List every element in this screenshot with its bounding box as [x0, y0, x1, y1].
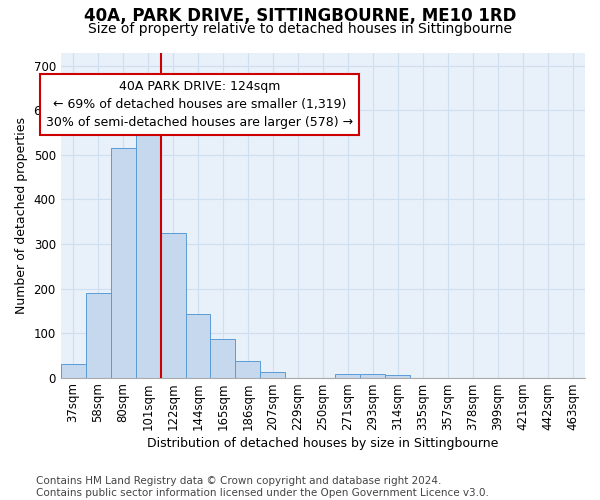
Bar: [61, 364, 86, 378]
Bar: [211, 339, 235, 378]
Bar: [260, 372, 286, 378]
Bar: [86, 293, 110, 378]
Bar: [185, 314, 211, 378]
Bar: [136, 128, 161, 378]
Bar: [235, 360, 260, 378]
X-axis label: Distribution of detached houses by size in Sittingbourne: Distribution of detached houses by size …: [147, 437, 499, 450]
Bar: [385, 376, 410, 378]
Bar: [335, 374, 360, 378]
Bar: [161, 233, 185, 378]
Text: Contains HM Land Registry data © Crown copyright and database right 2024.
Contai: Contains HM Land Registry data © Crown c…: [36, 476, 489, 498]
Bar: [110, 148, 136, 378]
Bar: [360, 374, 385, 378]
Y-axis label: Number of detached properties: Number of detached properties: [15, 116, 28, 314]
Text: 40A, PARK DRIVE, SITTINGBOURNE, ME10 1RD: 40A, PARK DRIVE, SITTINGBOURNE, ME10 1RD: [84, 8, 516, 26]
Text: Size of property relative to detached houses in Sittingbourne: Size of property relative to detached ho…: [88, 22, 512, 36]
Text: 40A PARK DRIVE: 124sqm
← 69% of detached houses are smaller (1,319)
30% of semi-: 40A PARK DRIVE: 124sqm ← 69% of detached…: [46, 80, 353, 129]
